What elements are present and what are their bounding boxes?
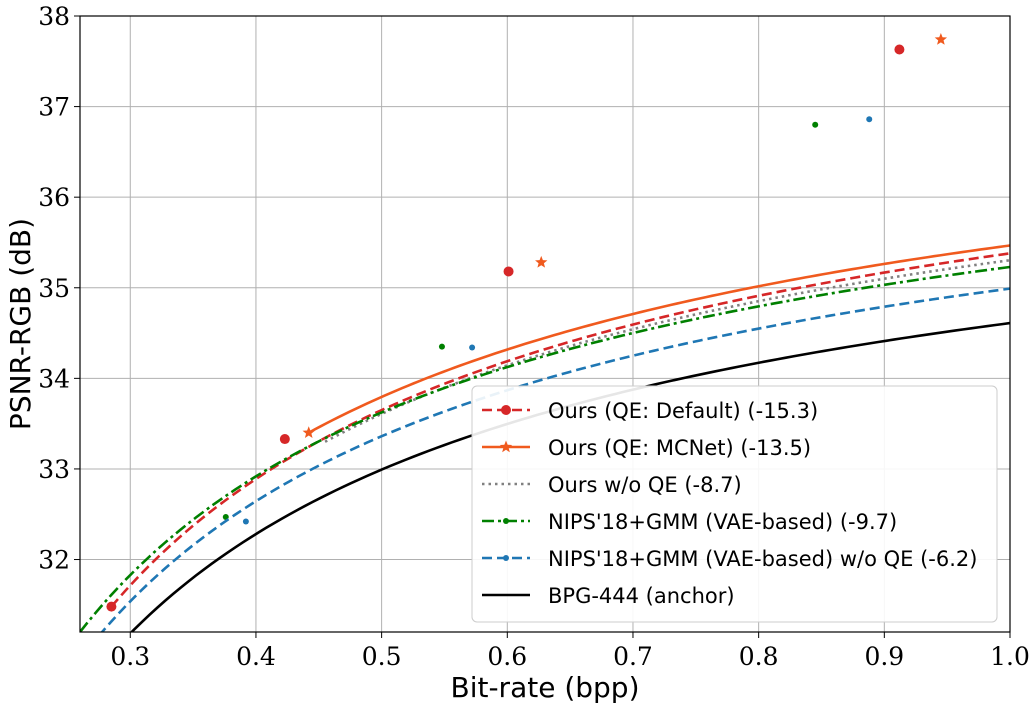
legend-swatch-marker [503, 518, 509, 524]
y-tick-label: 36 [38, 183, 70, 212]
y-tick-label: 32 [38, 546, 70, 575]
x-tick-label: 0.6 [487, 642, 527, 671]
y-tick-label: 35 [38, 274, 70, 303]
series-line-4 [80, 265, 1010, 632]
legend-label: Ours (QE: Default) (-15.3) [548, 399, 818, 423]
legend-label: Ours w/o QE (-8.7) [548, 473, 742, 497]
series-4-marker [438, 343, 445, 350]
series-line-2 [308, 244, 1010, 434]
series-1-marker [503, 266, 514, 277]
x-tick-label: 0.7 [613, 642, 653, 671]
legend-swatch-marker [499, 440, 513, 453]
axis-ticks: 0.3 0.4 0.5 0.6 0.7 0.8 0.9 1.0 32 33 34 35 36 37 38 [38, 2, 1030, 671]
series-1-marker [106, 601, 117, 612]
y-tick-label: 33 [38, 455, 70, 484]
x-tick-label: 0.8 [739, 642, 779, 671]
series-line-5 [100, 287, 1010, 632]
x-tick-label: 0.9 [864, 642, 904, 671]
series-5-marker [469, 344, 476, 351]
series-lines [80, 33, 1010, 632]
x-tick-label: 0.4 [236, 642, 276, 671]
legend-label: Ours (QE: MCNet) (-13.5) [548, 436, 811, 460]
y-tick-label: 37 [38, 93, 70, 122]
series-2-marker [535, 255, 548, 268]
y-tick-label: 34 [38, 364, 70, 393]
series-4-marker [812, 121, 819, 128]
legend-label: BPG-444 (anchor) [548, 584, 735, 608]
legend-label: NIPS'18+GMM (VAE-based) (-9.7) [548, 510, 897, 534]
x-tick-label: 0.5 [362, 642, 402, 671]
series-1-marker [894, 44, 905, 55]
series-5-marker [866, 116, 873, 123]
legend-swatch-marker [501, 405, 511, 415]
plot-frame [79, 15, 1011, 633]
x-axis-title: Bit-rate (bpp) [450, 671, 639, 704]
series-2-marker [302, 426, 315, 438]
series-line-1 [110, 252, 1010, 608]
x-tick-label: 1.0 [990, 642, 1030, 671]
series-5-marker [242, 518, 249, 525]
legend-box [471, 385, 998, 623]
y-axis-title: PSNR-RGB (dB) [4, 218, 37, 430]
series-2-marker [934, 33, 948, 45]
legend: Ours (QE: Default) (-15.3) Ours (QE: MCNe… [471, 385, 998, 623]
legend-label: NIPS'18+GMM (VAE-based) w/o QE (-6.2) [548, 547, 977, 571]
legend-swatch-marker [503, 555, 509, 561]
x-tick-label: 0.3 [110, 642, 150, 671]
series-1-marker [279, 434, 290, 445]
y-tick-label: 38 [38, 2, 70, 31]
